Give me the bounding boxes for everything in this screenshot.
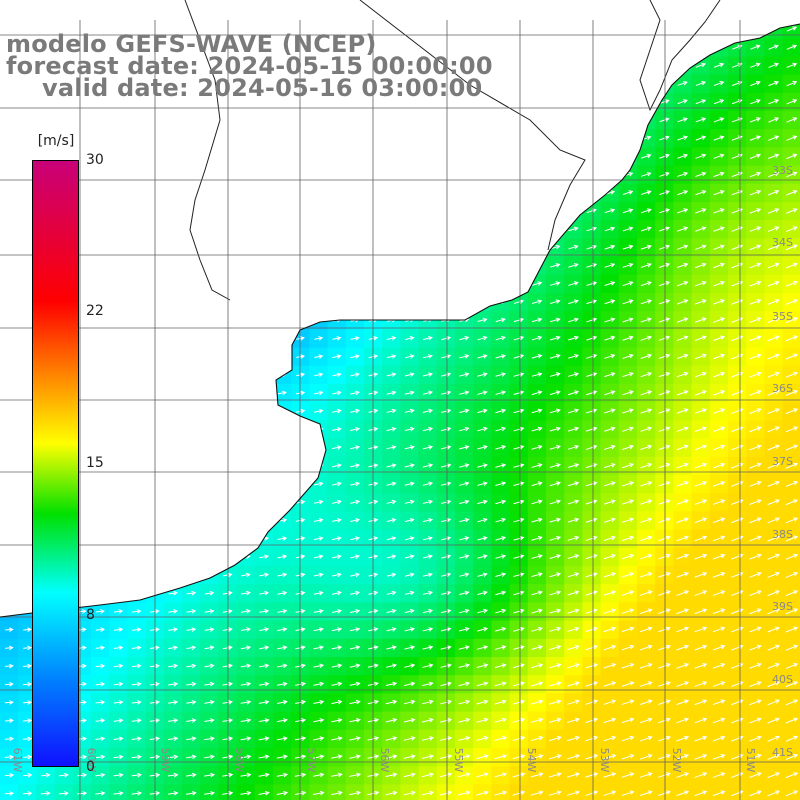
colorbar-tick-30: 30: [86, 152, 104, 168]
lon-label: 52W: [670, 748, 683, 773]
title-forecast-date: forecast date: 2024-05-15 00:00:00: [6, 52, 493, 80]
coastline-path: [0, 23, 800, 618]
lat-label: 34S: [772, 236, 793, 249]
lat-label: 36S: [772, 382, 793, 395]
lon-label: 58W: [233, 748, 246, 773]
colorbar-gradient: [32, 160, 79, 767]
lat-label: 40S: [772, 673, 793, 686]
colorbar-bar: [32, 160, 79, 767]
colorbar-tick-22: 22: [86, 303, 104, 319]
title-valid-date: valid date: 2024-05-16 03:00:00: [42, 74, 483, 102]
lon-label: 60W: [85, 748, 98, 773]
latitude-labels: 33S 34S 35S 36S 37S 38S 39S 40S 41S: [772, 164, 793, 759]
lon-label: 61W: [11, 748, 24, 773]
colorbar-frame: [32, 160, 79, 767]
land-area: [0, 0, 800, 617]
colorbar-unit: [m/s]: [37, 133, 75, 149]
border-line: [184, 0, 231, 301]
lat-lon-grid: [0, 20, 800, 800]
lat-label: 39S: [772, 600, 793, 613]
title-model: modelo GEFS-WAVE (NCEP): [6, 30, 377, 58]
lat-label: 38S: [772, 528, 793, 541]
longitude-labels: 61W 60W 59W 58W 57W 56W 55W 54W 53W 52W 51W: [11, 748, 757, 773]
lon-label: 57W: [305, 748, 318, 773]
lat-label: 35S: [772, 310, 793, 323]
colorbar-tick-0: 0: [86, 759, 95, 775]
lon-label: 54W: [525, 748, 538, 773]
lat-label: 37S: [772, 455, 793, 468]
lon-label: 55W: [452, 748, 465, 773]
lat-label: 41S: [772, 746, 793, 759]
border-line: [359, 0, 586, 251]
lon-label: 56W: [378, 748, 391, 773]
lat-label: 33S: [772, 164, 793, 177]
lon-label: 59W: [159, 748, 172, 773]
colorbar-tick-8: 8: [86, 607, 95, 623]
colorbar-tick-15: 15: [86, 455, 104, 471]
lon-label: 51W: [744, 748, 757, 773]
lon-label: 53W: [598, 748, 611, 773]
coastline: [0, 23, 800, 618]
